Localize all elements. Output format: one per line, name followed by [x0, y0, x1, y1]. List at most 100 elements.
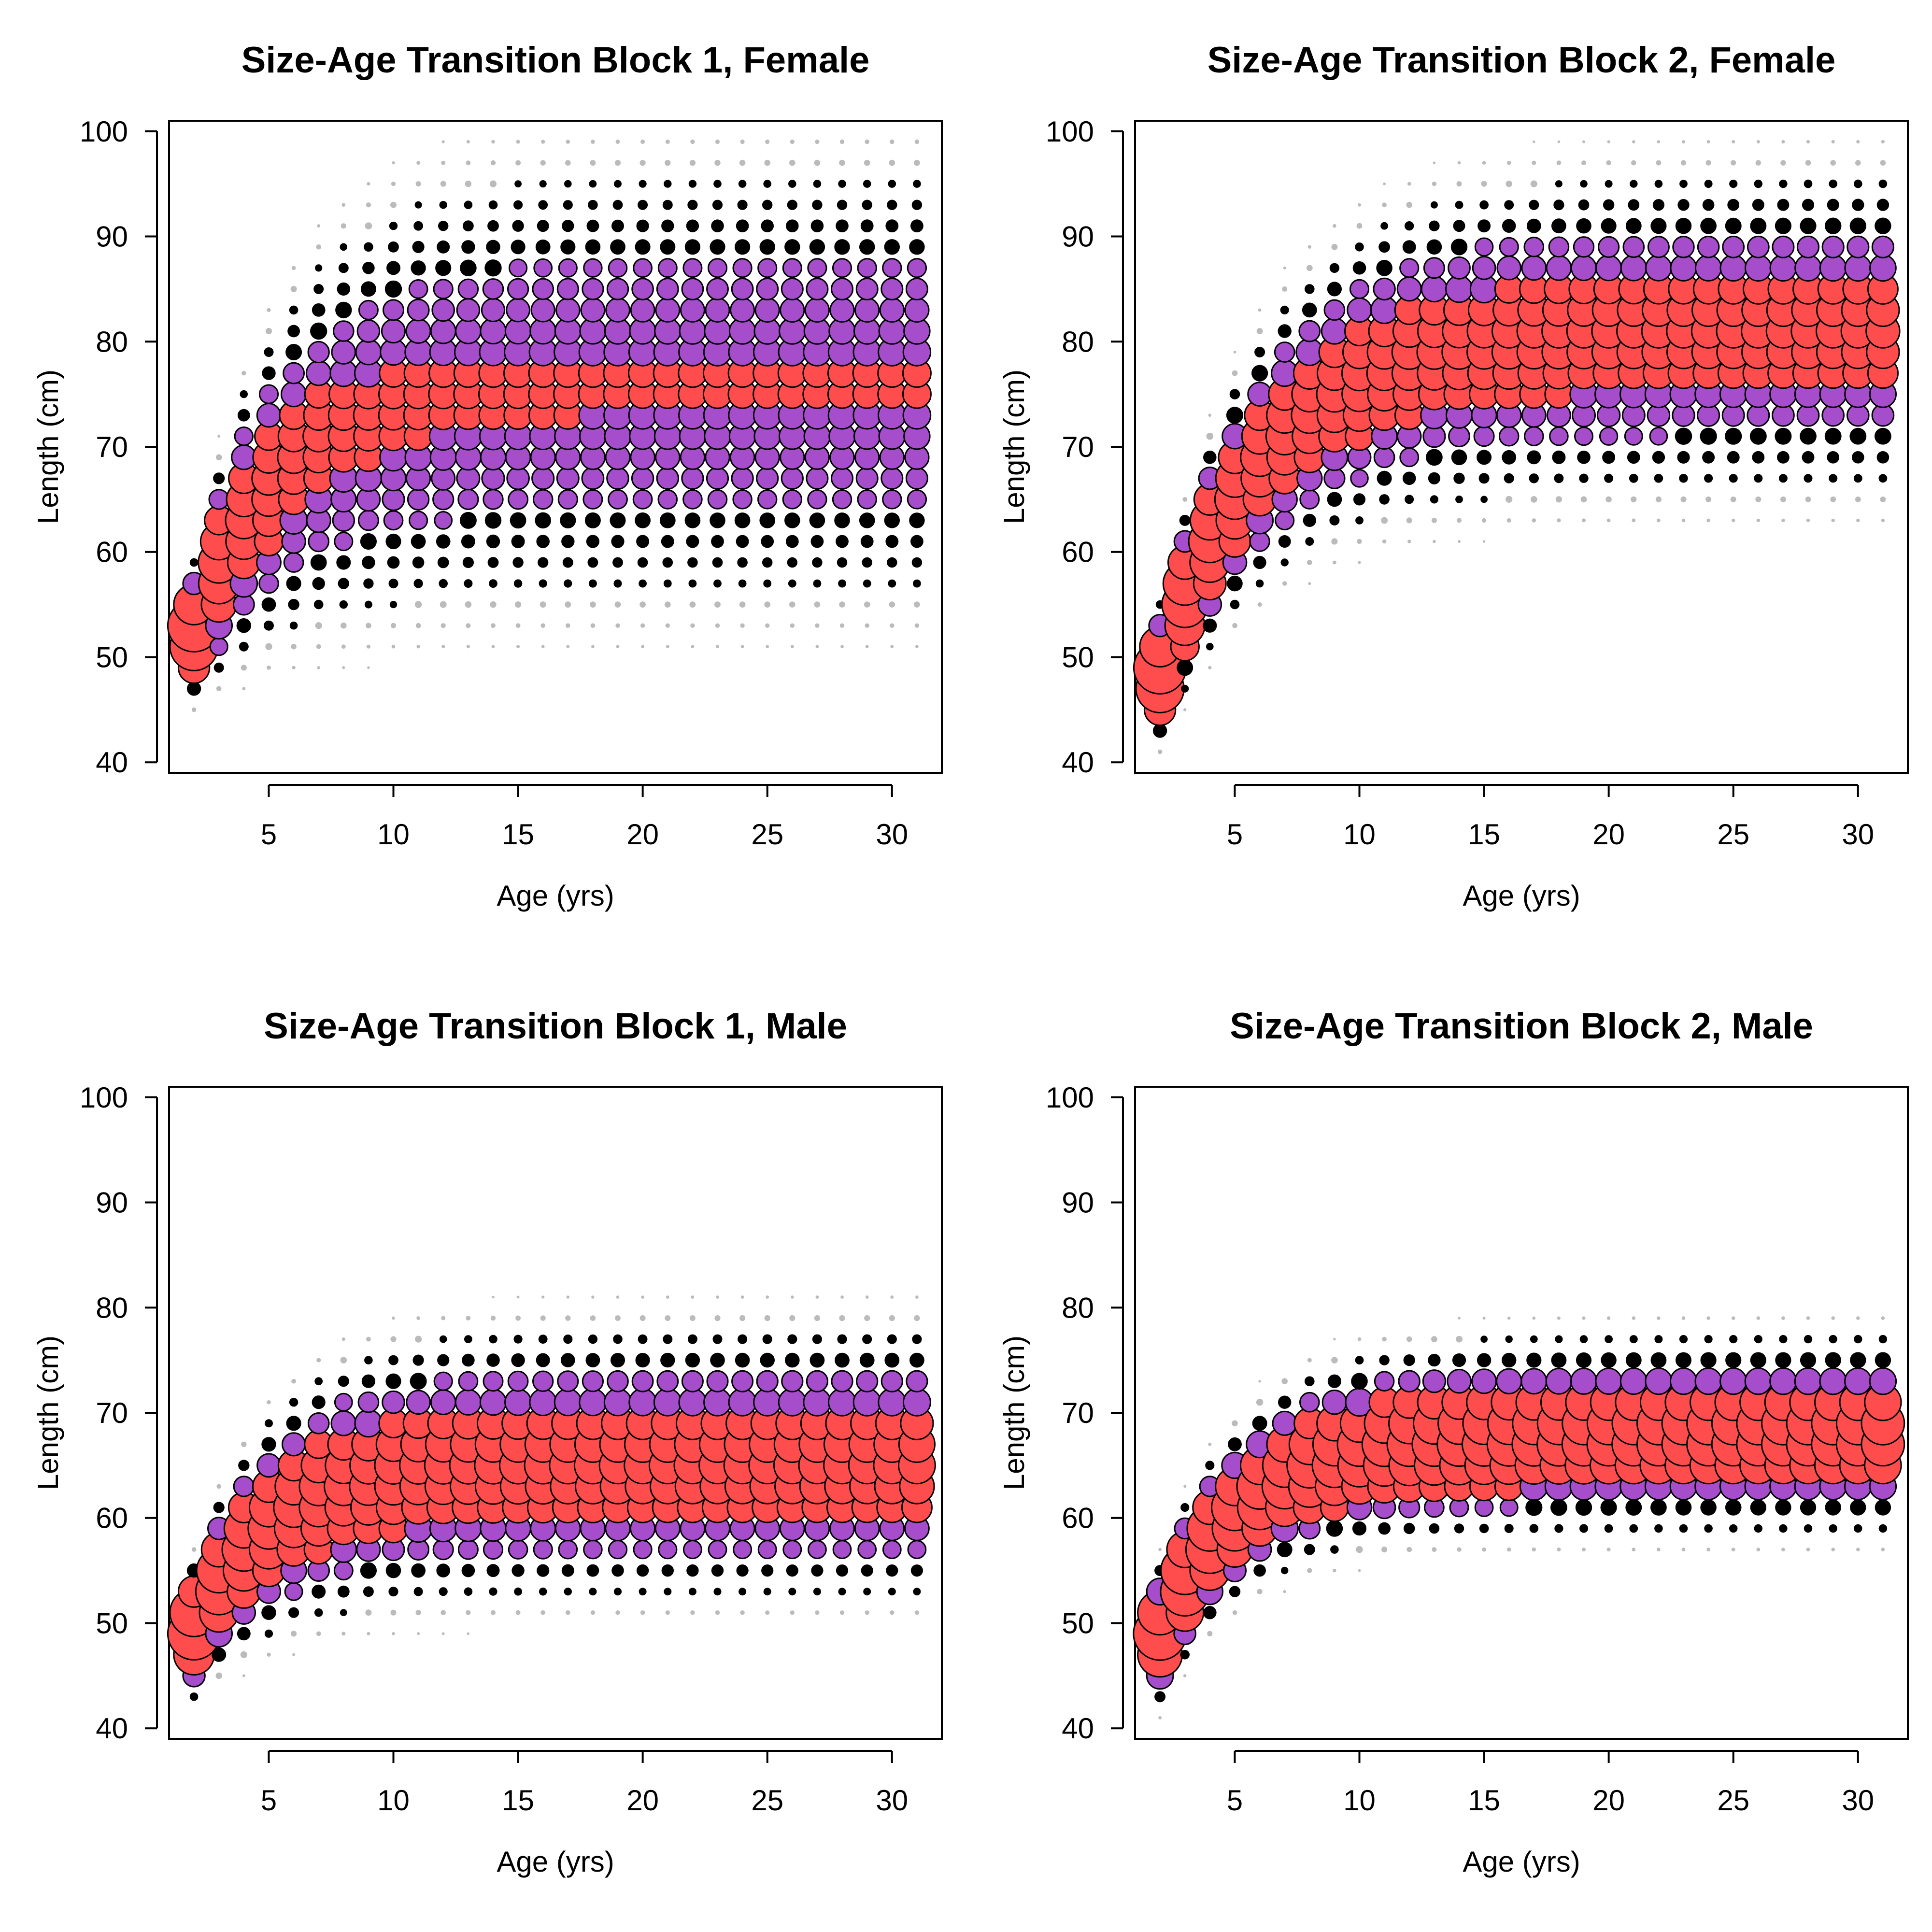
- bubble-point: [337, 282, 350, 296]
- y-tick-label: 40: [96, 1712, 128, 1745]
- bubble-point: [212, 1647, 227, 1662]
- bubble-point: [807, 258, 827, 278]
- bubble-point: [585, 1353, 600, 1367]
- bubble-point: [1453, 220, 1465, 232]
- bubble-point: [887, 1334, 897, 1344]
- bubble-point: [1779, 1335, 1788, 1344]
- bubble-point: [1481, 181, 1487, 187]
- bubble-point: [890, 1610, 895, 1615]
- x-tick-label: 10: [377, 818, 410, 851]
- bubble-point: [1805, 160, 1811, 166]
- bubble-point: [1554, 473, 1564, 483]
- bubble-point: [660, 239, 676, 255]
- bubble-point: [516, 645, 520, 649]
- x-tick-label: 30: [1842, 1784, 1874, 1817]
- bubble-point: [508, 489, 529, 510]
- bubble-point: [1603, 199, 1615, 211]
- bubble-point: [1152, 724, 1167, 738]
- bubble-point: [515, 601, 522, 608]
- bubble-point: [689, 1315, 696, 1321]
- bubble-point: [1256, 1399, 1264, 1406]
- bubble-point: [715, 139, 720, 144]
- bubble-point: [608, 489, 628, 510]
- bubble-point: [810, 219, 824, 233]
- bubble-point: [631, 1370, 654, 1392]
- bubble-point: [465, 180, 472, 187]
- bubble-point: [384, 280, 402, 298]
- bubble-point: [831, 467, 853, 490]
- bubble-point: [1379, 1355, 1390, 1365]
- bubble-point: [385, 1563, 401, 1578]
- bubble-point: [540, 1610, 545, 1615]
- bubble-point: [814, 601, 821, 608]
- bubble-point: [1681, 1316, 1686, 1320]
- bubble-point: [890, 623, 895, 628]
- bubble-point: [261, 597, 276, 612]
- bubble-point: [1275, 510, 1295, 531]
- bubble-point: [557, 489, 578, 510]
- bubble-point: [487, 220, 499, 232]
- bubble-point: [914, 139, 920, 144]
- y-tick-label: 80: [1062, 1292, 1094, 1324]
- bubble-point: [790, 1610, 795, 1615]
- bubble-point: [283, 362, 305, 384]
- bubble-point: [313, 599, 324, 610]
- bubble-point: [233, 1476, 255, 1497]
- bubble-point: [754, 297, 780, 323]
- bubble-point: [412, 556, 425, 568]
- bubble-point: [539, 180, 547, 188]
- bubble-point: [1754, 179, 1762, 188]
- bubble-point: [481, 298, 506, 323]
- bubble-point: [658, 1540, 678, 1560]
- bubble-point: [1856, 518, 1860, 523]
- bubble-point: [904, 297, 930, 323]
- bubble-point: [285, 344, 302, 360]
- bubble-point: [812, 1334, 822, 1344]
- bubble-point: [416, 1316, 420, 1320]
- bubble-point: [1856, 1316, 1860, 1320]
- bubble-point: [1705, 160, 1711, 166]
- bubble-point: [909, 1352, 924, 1368]
- bubble-point: [1407, 540, 1411, 543]
- bubble-point: [1347, 297, 1372, 323]
- bubble-point: [538, 557, 549, 568]
- bubble-point: [1349, 279, 1370, 299]
- bubble-point: [1725, 1352, 1742, 1368]
- bubble-point: [389, 222, 398, 230]
- bubble-point: [1329, 263, 1340, 273]
- bubble-point: [1278, 535, 1291, 548]
- bubble-point: [1605, 496, 1612, 503]
- bubble-point: [1794, 254, 1822, 282]
- bubble-point: [832, 258, 852, 278]
- bubble-point: [838, 180, 846, 188]
- bubble-point: [564, 579, 572, 588]
- bubble-point: [191, 707, 197, 712]
- bubble-point: [360, 1562, 377, 1579]
- bubble-point: [1573, 236, 1595, 258]
- bubble-point: [659, 512, 676, 528]
- bubble-point: [588, 579, 597, 588]
- bubble-point: [641, 645, 644, 649]
- bubble-point: [1280, 305, 1289, 315]
- bubble-point: [1532, 518, 1536, 523]
- bubble-point: [839, 1610, 845, 1615]
- bubble-point: [790, 645, 794, 649]
- bubble-point: [467, 1632, 470, 1635]
- bubble-point: [1506, 1547, 1511, 1552]
- bubble-point: [885, 219, 899, 233]
- bubble-point: [1407, 182, 1411, 186]
- bubble-point: [339, 600, 348, 609]
- bubble-point: [1819, 1367, 1847, 1395]
- bubble-point: [482, 278, 504, 300]
- bubble-point: [865, 645, 869, 649]
- bubble-point: [1752, 451, 1765, 464]
- bubble-point: [730, 297, 755, 323]
- bubble-point: [1305, 537, 1314, 546]
- bubble-point: [556, 278, 579, 300]
- bubble-point: [1353, 493, 1366, 506]
- bubble-point: [563, 1335, 573, 1344]
- bubble-point: [366, 623, 371, 628]
- bubble-point: [1577, 451, 1591, 464]
- x-axis-label: Age (yrs): [497, 1846, 614, 1878]
- bubble-point: [639, 1588, 647, 1596]
